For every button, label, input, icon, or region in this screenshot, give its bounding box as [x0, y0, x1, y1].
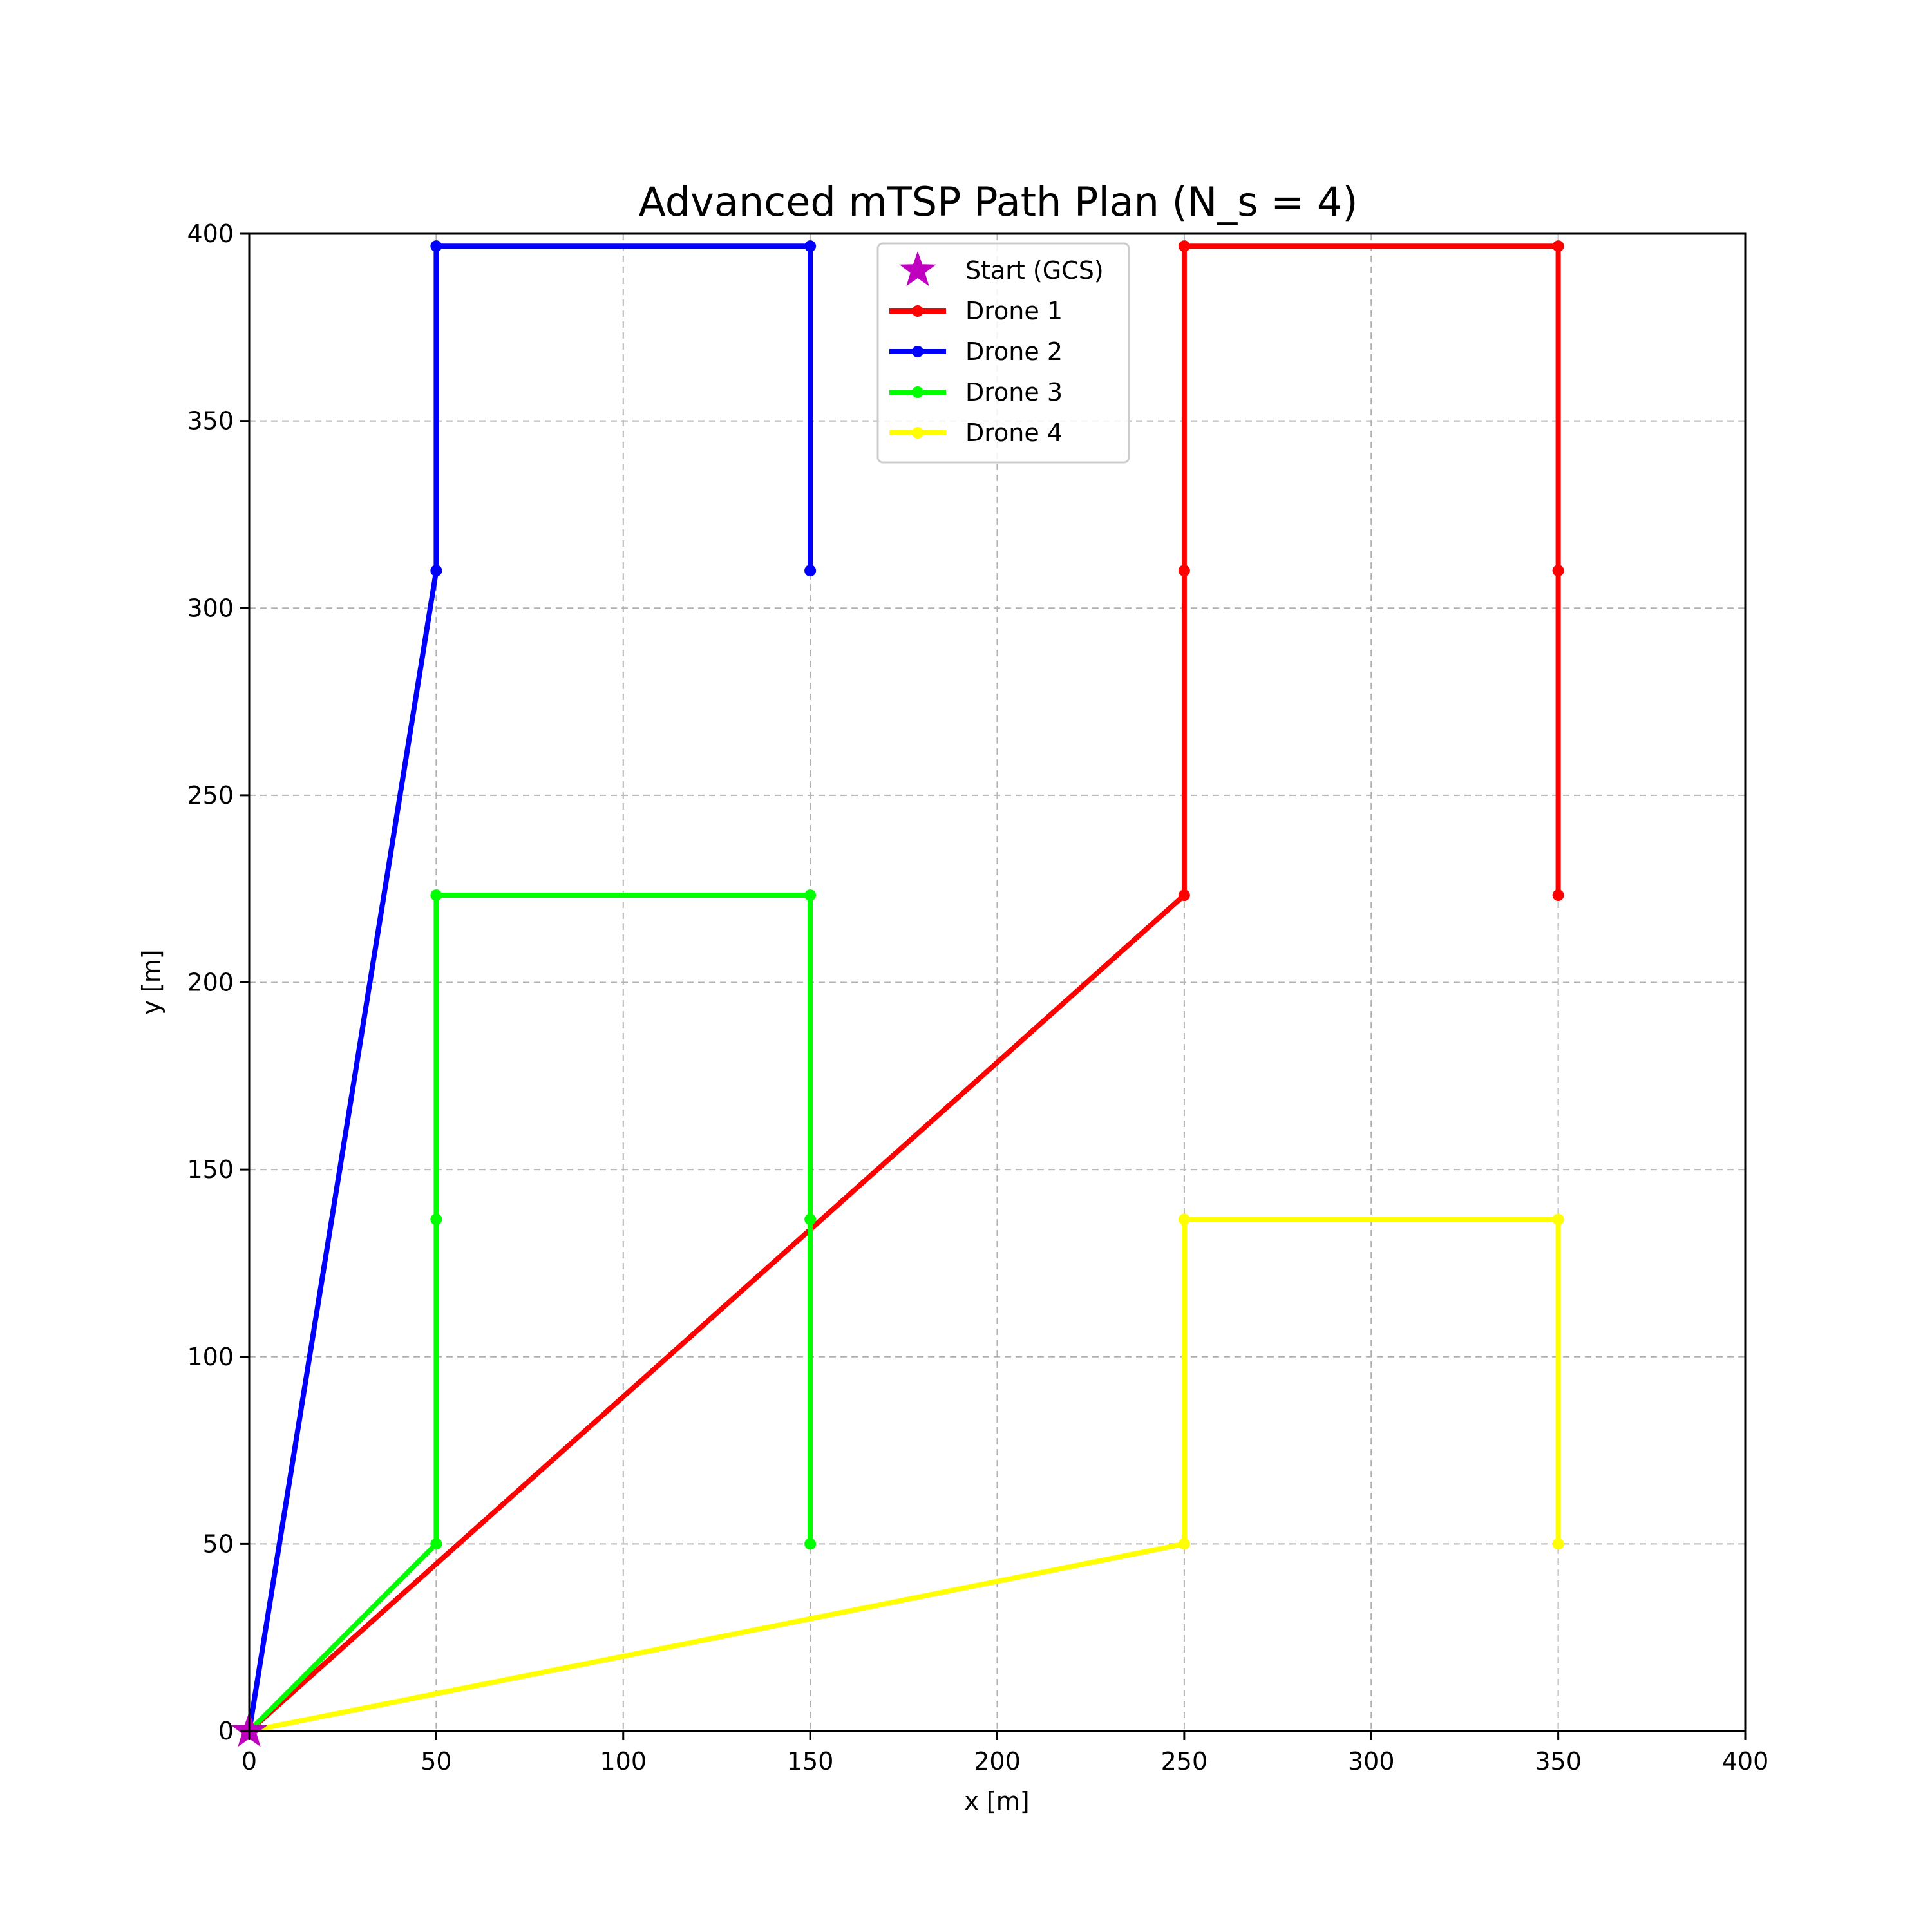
data-point [430, 1538, 442, 1550]
data-point [1552, 1538, 1564, 1550]
data-point [804, 565, 817, 577]
y-tick-label: 50 [203, 1530, 234, 1558]
data-point [1178, 1538, 1190, 1550]
x-tick-label: 0 [242, 1747, 257, 1776]
legend-marker-swatch [912, 427, 923, 439]
legend-marker-swatch [912, 386, 923, 398]
data-point [430, 889, 442, 902]
data-point [1552, 240, 1564, 252]
y-axis-label: y [m] [137, 949, 166, 1014]
y-tick-label: 250 [187, 781, 234, 810]
data-point [1178, 1213, 1190, 1226]
y-tick-label: 150 [187, 1155, 234, 1184]
legend-label: Drone 4 [965, 419, 1063, 447]
x-tick-label: 300 [1348, 1747, 1395, 1776]
x-tick-label: 100 [600, 1747, 647, 1776]
x-axis-ticks: 0 50 100 150 200 250 300 350 400 [242, 1731, 1768, 1776]
legend-label: Start (GCS) [965, 256, 1104, 285]
chart-title: Advanced mTSP Path Plan (N_s = 4) [638, 178, 1358, 225]
y-tick-label: 100 [187, 1343, 234, 1371]
data-point [1178, 889, 1190, 902]
data-point [1178, 565, 1190, 577]
x-tick-label: 250 [1161, 1747, 1208, 1776]
legend-marker-swatch [912, 305, 923, 317]
y-tick-label: 0 [218, 1717, 234, 1745]
x-tick-label: 50 [421, 1747, 451, 1776]
y-tick-label: 200 [187, 969, 234, 997]
legend-marker-swatch [912, 346, 923, 357]
data-point [430, 565, 442, 577]
data-point [1552, 889, 1564, 902]
x-tick-label: 200 [974, 1747, 1021, 1776]
data-point [804, 1538, 817, 1550]
data-point [430, 240, 442, 252]
y-tick-label: 350 [187, 407, 234, 435]
legend-label: Drone 1 [965, 297, 1063, 325]
y-tick-label: 400 [187, 220, 234, 248]
data-point [1552, 1213, 1564, 1226]
data-point [804, 1213, 817, 1226]
legend-label: Drone 2 [965, 337, 1063, 366]
data-point [804, 240, 817, 252]
legend-start-icon [899, 251, 936, 287]
x-tick-label: 350 [1535, 1747, 1582, 1776]
data-point [1178, 240, 1190, 252]
legend-box [876, 242, 1130, 464]
y-axis-ticks: 0 50 100 150 200 250 300 350 400 [187, 220, 249, 1745]
data-point [430, 1213, 442, 1226]
x-tick-label: 150 [787, 1747, 834, 1776]
legend: Start (GCS) Drone 1 Drone 2 Drone 3 Drone 4 [876, 242, 1130, 464]
x-axis-label: x [m] [964, 1787, 1029, 1815]
x-tick-label: 400 [1722, 1747, 1769, 1776]
data-point [1552, 565, 1564, 577]
legend-label: Drone 3 [965, 378, 1063, 406]
y-tick-label: 300 [187, 594, 234, 622]
data-point [804, 889, 817, 902]
